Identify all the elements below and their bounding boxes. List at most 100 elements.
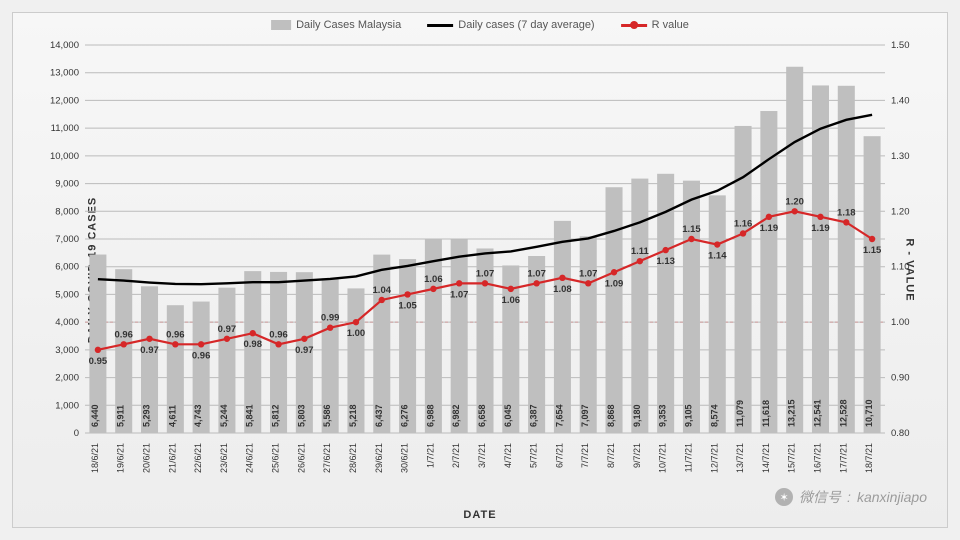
r-marker [430, 286, 436, 292]
bar-value-label: 6,387 [529, 404, 539, 427]
x-tick-label: 9/7/21 [632, 443, 642, 468]
bar-value-label: 8,574 [709, 404, 719, 427]
r-marker [843, 219, 849, 225]
bar-value-label: 7,097 [580, 404, 590, 427]
bar-value-label: 5,803 [296, 404, 306, 427]
svg-text:1.50: 1.50 [891, 40, 910, 51]
x-tick-label: 27/6/21 [322, 443, 332, 473]
svg-text:6,000: 6,000 [55, 262, 79, 273]
r-value-label: 1.15 [682, 224, 701, 235]
bar [425, 239, 442, 433]
r-marker [327, 324, 333, 330]
bar-value-label: 5,244 [219, 404, 229, 427]
r-marker [301, 336, 307, 342]
svg-text:8,000: 8,000 [55, 206, 79, 217]
bar-value-label: 10,710 [864, 399, 874, 427]
watermark: ✶ 微信号 : kanxinjiapo [775, 487, 927, 507]
x-tick-label: 23/6/21 [219, 443, 229, 473]
r-value-label: 0.97 [295, 345, 314, 356]
x-tick-label: 25/6/21 [271, 443, 281, 473]
r-marker [146, 336, 152, 342]
bar-value-label: 6,988 [425, 404, 435, 427]
x-tick-label: 7/7/21 [580, 443, 590, 468]
bar [812, 85, 829, 433]
r-marker [250, 330, 256, 336]
bar-value-label: 6,658 [477, 404, 487, 427]
svg-text:13,000: 13,000 [50, 68, 79, 79]
r-marker [611, 269, 617, 275]
x-tick-label: 3/7/21 [477, 443, 487, 468]
svg-text:10,000: 10,000 [50, 151, 79, 162]
bar-value-label: 9,180 [632, 404, 642, 427]
bar-value-label: 9,353 [658, 404, 668, 427]
bar-value-label: 13,215 [787, 399, 797, 427]
x-tick-label: 1/7/21 [425, 443, 435, 468]
bar-value-label: 6,045 [503, 404, 513, 427]
r-value-label: 0.96 [192, 350, 211, 361]
bar-value-label: 4,611 [167, 405, 177, 427]
x-axis-title: DATE [463, 509, 496, 521]
bar [451, 239, 468, 433]
bar-value-label: 5,911 [116, 405, 126, 427]
bar-value-label: 6,437 [374, 404, 384, 427]
legend-line-swatch [427, 24, 453, 27]
bar-value-label: 7,654 [554, 404, 564, 427]
r-value-label: 0.98 [243, 339, 262, 350]
x-tick-label: 17/7/21 [838, 443, 848, 473]
bar-value-label: 5,218 [348, 404, 358, 427]
r-marker [740, 230, 746, 236]
r-value-label: 1.13 [656, 256, 675, 267]
x-tick-label: 5/7/21 [529, 443, 539, 468]
legend-bars: Daily Cases Malaysia [271, 19, 401, 31]
bar [683, 181, 700, 433]
x-tick-label: 12/7/21 [709, 443, 719, 473]
r-value-label: 1.19 [760, 223, 779, 234]
bar-value-label: 5,841 [245, 404, 255, 427]
svg-text:12,000: 12,000 [50, 95, 79, 106]
svg-text:0.80: 0.80 [891, 428, 910, 439]
svg-text:1,000: 1,000 [55, 400, 79, 411]
x-tick-label: 4/7/21 [503, 443, 513, 468]
bar [838, 86, 855, 433]
watermark-prefix: 微信号 [799, 487, 841, 507]
r-marker [766, 214, 772, 220]
r-marker [533, 280, 539, 286]
legend-r-label: R value [652, 19, 689, 31]
x-tick-label: 20/6/21 [142, 443, 152, 473]
r-value-label: 1.08 [553, 284, 572, 295]
bar-value-label: 4,743 [193, 404, 203, 427]
x-tick-label: 22/6/21 [193, 443, 203, 473]
legend-avg: Daily cases (7 day average) [427, 19, 594, 31]
r-value-label: 1.06 [502, 295, 521, 306]
x-tick-label: 18/7/21 [864, 443, 874, 473]
r-value-label: 1.07 [476, 268, 495, 279]
r-marker [379, 297, 385, 303]
r-marker [508, 286, 514, 292]
r-marker [275, 341, 281, 347]
r-value-label: 1.18 [837, 207, 856, 218]
svg-text:1.20: 1.20 [891, 206, 910, 217]
bar [606, 187, 623, 433]
svg-text:4,000: 4,000 [55, 317, 79, 328]
r-marker [224, 336, 230, 342]
bar [554, 221, 571, 433]
r-value-label: 1.15 [863, 245, 882, 256]
bar [786, 67, 803, 433]
svg-text:11,000: 11,000 [51, 123, 79, 134]
x-tick-label: 16/7/21 [812, 443, 822, 473]
bar-value-label: 6,982 [451, 404, 461, 427]
svg-text:2,000: 2,000 [55, 373, 79, 384]
r-value-label: 1.06 [424, 274, 443, 285]
chart-panel: Daily Cases Malaysia Daily cases (7 day … [12, 12, 948, 528]
x-tick-label: 18/6/21 [90, 443, 100, 473]
bar-value-label: 6,440 [90, 404, 100, 427]
svg-text:5,000: 5,000 [55, 289, 79, 300]
r-marker [869, 236, 875, 242]
legend: Daily Cases Malaysia Daily cases (7 day … [271, 19, 689, 31]
x-tick-label: 19/6/21 [116, 443, 126, 473]
r-value-label: 1.07 [527, 268, 546, 279]
r-marker [121, 341, 127, 347]
r-marker [482, 280, 488, 286]
r-value-label: 1.14 [708, 251, 727, 262]
legend-r: R value [621, 19, 689, 31]
